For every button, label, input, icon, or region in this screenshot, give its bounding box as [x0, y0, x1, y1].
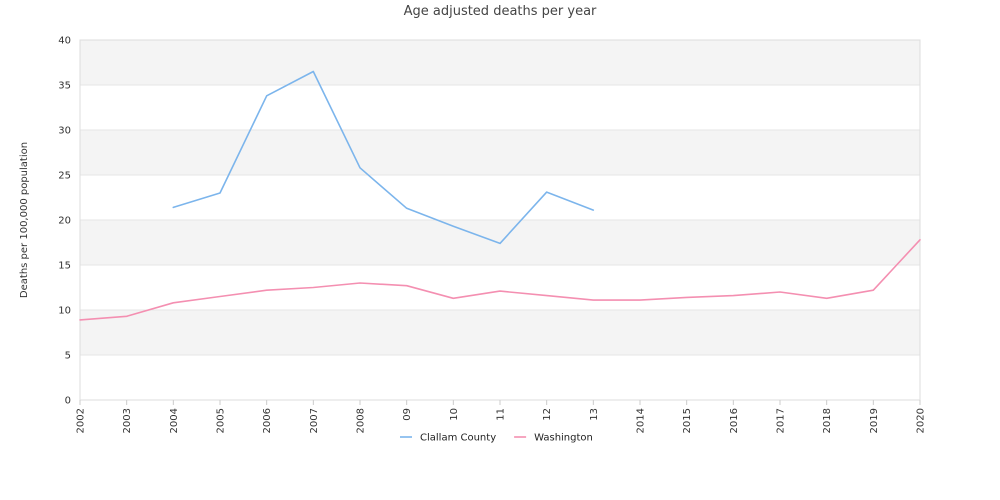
plot-band	[80, 130, 920, 175]
x-tick-label: 13	[589, 408, 600, 421]
series-layer	[79, 70, 921, 321]
plot-band	[80, 175, 920, 220]
x-tick-label: 2014	[636, 408, 647, 433]
x-tick-label: 2005	[216, 408, 227, 433]
plot-bands	[80, 40, 920, 400]
x-tick-label: 2008	[356, 408, 367, 433]
legend-label: Clallam County	[420, 433, 496, 444]
series-line-washington	[79, 239, 921, 321]
x-tick-label: 2015	[682, 408, 693, 433]
y-tick-label: 35	[58, 81, 71, 92]
legend: Clallam County Washington	[400, 433, 593, 444]
y-tick-label: 15	[58, 261, 71, 272]
x-tick-label: 2018	[822, 408, 833, 433]
y-axis-label: Deaths per 100,000 population	[19, 142, 30, 298]
plot-band	[80, 85, 920, 130]
x-tick-label: 2016	[729, 408, 740, 433]
y-tick-label: 0	[65, 396, 71, 407]
x-tick-label: 2003	[122, 408, 133, 433]
x-tick-label: 2004	[169, 408, 180, 433]
x-tick-label: 2002	[76, 408, 87, 433]
series-line-clallam-county	[172, 70, 595, 245]
y-tick-label: 30	[58, 126, 71, 137]
y-tick-label: 40	[58, 36, 71, 47]
x-tick-label: 2006	[262, 408, 273, 433]
legend-item[interactable]: Washington	[514, 433, 593, 444]
x-axis-ticks: 2002 2003 2004 2005 2006 2007 2008 09 10 11 12 13 20…	[76, 400, 927, 433]
x-tick-label: 2020	[916, 408, 927, 433]
x-tick-label: 11	[496, 408, 507, 421]
y-axis-ticks: 0 5 10 15 20 25 30 35 40	[58, 36, 71, 407]
y-tick-label: 5	[65, 351, 71, 362]
y-tick-label: 20	[58, 216, 71, 227]
x-tick-label: 2019	[869, 408, 880, 433]
plot-band	[80, 40, 920, 85]
y-tick-label: 25	[58, 171, 71, 182]
x-tick-label: 10	[449, 408, 460, 421]
legend-item[interactable]: Clallam County	[400, 433, 496, 444]
plot-band	[80, 355, 920, 400]
x-tick-label: 09	[402, 408, 413, 421]
plot-band	[80, 310, 920, 355]
legend-label: Washington	[534, 433, 593, 444]
x-tick-label: 2007	[309, 408, 320, 433]
chart-title: Age adjusted deaths per year	[404, 4, 597, 19]
y-tick-label: 10	[58, 306, 71, 317]
x-tick-label: 12	[542, 408, 553, 421]
plot-band	[80, 265, 920, 310]
x-tick-label: 2017	[776, 408, 787, 433]
